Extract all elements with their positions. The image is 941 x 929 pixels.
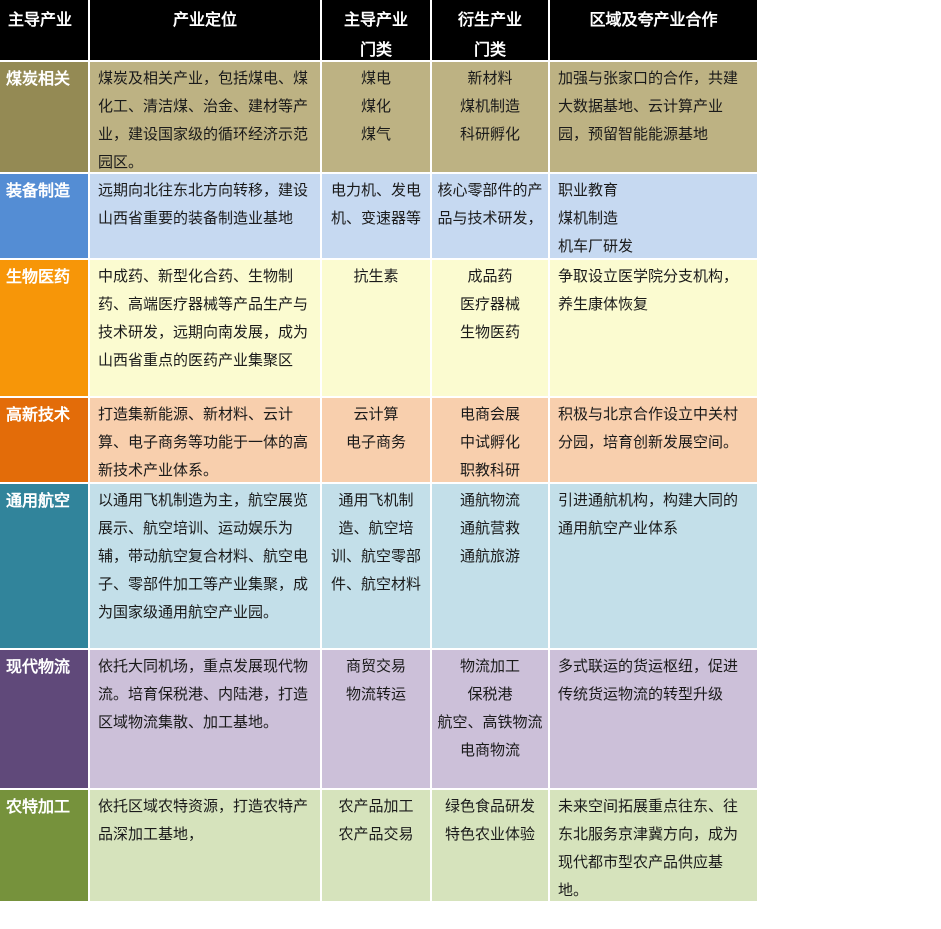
positioning-cell-general-aviation: 以通用飞机制造为主，航空展览展示、航空培训、运动娱乐为辅，带动航空复合材料、航空… [90,484,320,648]
positioning-cell-equipment-manufacturing: 远期向北往东北方向转移，建设山西省重要的装备制造业基地 [90,174,320,258]
industry-cell-biomedicine: 生物医药 [0,260,88,396]
industry-cell-high-tech: 高新技术 [0,398,88,482]
positioning-cell-biomedicine: 中成药、新型化合药、生物制药、高端医疗器械等产品生产与技术研发，远期向南发展，成… [90,260,320,396]
header-derived-categories: 衍生产业 门类 [432,0,548,60]
leading-categories-cell-biomedicine: 抗生素 [322,260,430,396]
derived-categories-cell-modern-logistics: 物流加工 保税港 航空、高铁物流 电商物流 [432,650,548,788]
industry-cell-general-aviation: 通用航空 [0,484,88,648]
industry-table: 主导产业 产业定位 主导产业 门类 衍生产业 门类 区域及夸产业合作 煤炭相关 … [0,0,758,901]
industry-cell-agri-processing: 农特加工 [0,790,88,901]
industry-cell-modern-logistics: 现代物流 [0,650,88,788]
cooperation-cell-modern-logistics: 多式联运的货运枢纽，促进传统货运物流的转型升级 [550,650,757,788]
industry-cell-equipment-manufacturing: 装备制造 [0,174,88,258]
leading-categories-cell-coal-related: 煤电 煤化 煤气 [322,62,430,172]
positioning-cell-coal-related: 煤炭及相关产业，包括煤电、煤化工、清洁煤、治金、建材等产业，建设国家级的循环经济… [90,62,320,172]
derived-categories-cell-biomedicine: 成品药 医疗器械 生物医药 [432,260,548,396]
positioning-cell-high-tech: 打造集新能源、新材料、云计算、电子商务等功能于一体的高新技术产业体系。 [90,398,320,482]
cooperation-cell-general-aviation: 引进通航机构，构建大同的通用航空产业体系 [550,484,757,648]
cooperation-cell-agri-processing: 未来空间拓展重点往东、往东北服务京津冀方向，成为现代都市型农产品供应基地。 [550,790,757,901]
header-industry-positioning: 产业定位 [90,0,320,60]
header-leading-categories: 主导产业 门类 [322,0,430,60]
derived-categories-cell-general-aviation: 通航物流 通航营救 通航旅游 [432,484,548,648]
leading-categories-cell-agri-processing: 农产品加工 农产品交易 [322,790,430,901]
cooperation-cell-coal-related: 加强与张家口的合作，共建大数据基地、云计算产业园，预留智能能源基地 [550,62,757,172]
leading-categories-cell-equipment-manufacturing: 电力机、发电机、变速器等 [322,174,430,258]
derived-categories-cell-coal-related: 新材料 煤机制造 科研孵化 [432,62,548,172]
positioning-cell-agri-processing: 依托区域农特资源，打造农特产品深加工基地， [90,790,320,901]
cooperation-cell-equipment-manufacturing: 职业教育 煤机制造 机车厂研发 [550,174,757,258]
header-leading-industry: 主导产业 [0,0,88,60]
leading-categories-cell-modern-logistics: 商贸交易 物流转运 [322,650,430,788]
derived-categories-cell-high-tech: 电商会展 中试孵化 职教科研 [432,398,548,482]
header-regional-cooperation: 区域及夸产业合作 [550,0,757,60]
positioning-cell-modern-logistics: 依托大同机场，重点发展现代物流。培育保税港、内陆港，打造区域物流集散、加工基地。 [90,650,320,788]
industry-cell-coal-related: 煤炭相关 [0,62,88,172]
derived-categories-cell-equipment-manufacturing: 核心零部件的产品与技术研发， [432,174,548,258]
cooperation-cell-high-tech: 积极与北京合作设立中关村分园，培育创新发展空间。 [550,398,757,482]
leading-categories-cell-general-aviation: 通用飞机制造、航空培训、航空零部件、航空材料 [322,484,430,648]
leading-categories-cell-high-tech: 云计算 电子商务 [322,398,430,482]
derived-categories-cell-agri-processing: 绿色食品研发 特色农业体验 [432,790,548,901]
cooperation-cell-biomedicine: 争取设立医学院分支机构，养生康体恢复 [550,260,757,396]
